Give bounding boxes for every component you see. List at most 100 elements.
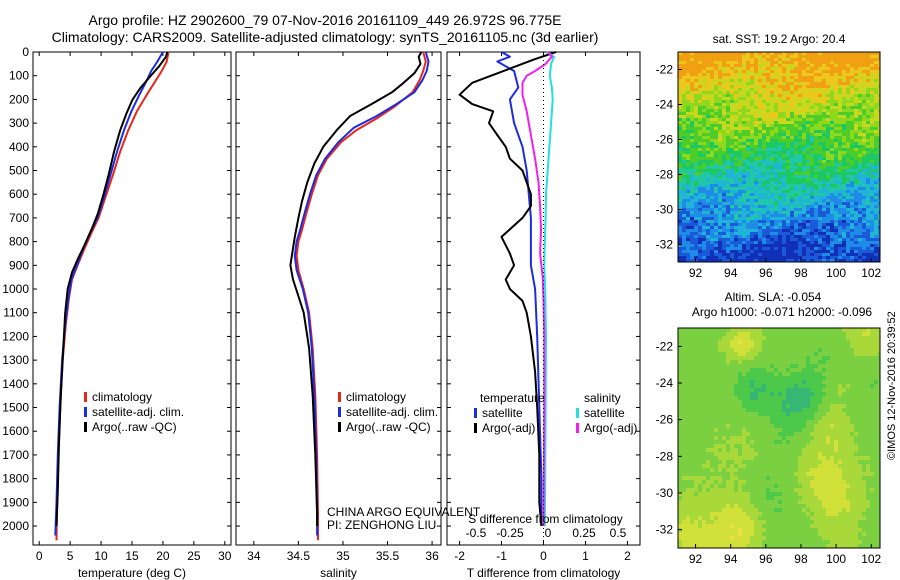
heatmap-cell (742, 163, 746, 166)
heatmap-cell (698, 187, 702, 190)
heatmap-cell (790, 259, 794, 262)
heatmap-cell (798, 166, 802, 169)
heatmap-cell (806, 408, 810, 412)
heatmap-cell (698, 336, 702, 340)
heatmap-cell (790, 70, 794, 73)
heatmap-cell (774, 127, 778, 130)
heatmap-cell (722, 178, 726, 181)
heatmap-cell (746, 85, 750, 88)
heatmap-cell (718, 136, 722, 139)
heatmap-cell (706, 130, 710, 133)
heatmap-cell (706, 73, 710, 76)
heatmap-cell (830, 205, 834, 208)
heatmap-cell (846, 142, 850, 145)
heatmap-cell (822, 85, 826, 88)
heatmap-cell (730, 124, 734, 127)
heatmap-cell (706, 202, 710, 205)
heatmap-cell (838, 376, 842, 380)
heatmap-cell (806, 97, 810, 100)
heatmap-cell (870, 55, 874, 58)
heatmap-cell (814, 181, 818, 184)
heatmap-cell (794, 196, 798, 199)
heatmap-cell (878, 184, 880, 187)
heatmap-cell (742, 184, 746, 187)
heatmap-cell (866, 232, 870, 235)
heatmap-cell (866, 214, 870, 217)
heatmap-cell (718, 67, 722, 70)
heatmap-cell (802, 163, 806, 166)
heatmap-cell (686, 172, 690, 175)
heatmap-cell (878, 145, 880, 148)
heatmap-cell (762, 67, 766, 70)
heatmap-cell (846, 244, 850, 247)
heatmap-cell (862, 244, 866, 247)
heatmap-cell (842, 88, 846, 91)
heatmap-cell (806, 368, 810, 372)
heatmap-cell (762, 94, 766, 97)
heatmap-cell (798, 73, 802, 76)
heatmap-cell (786, 384, 790, 388)
heatmap-cell (698, 202, 702, 205)
heatmap-cell (802, 340, 806, 344)
heatmap-cell (690, 193, 694, 196)
heatmap-cell (814, 112, 818, 115)
heatmap-cell (758, 217, 762, 220)
heatmap-cell (706, 139, 710, 142)
heatmap-cell (874, 97, 878, 100)
heatmap-cell (802, 196, 806, 199)
heatmap-cell (850, 73, 854, 76)
heatmap-cell (750, 103, 754, 106)
heatmap-cell (830, 112, 834, 115)
heatmap-cell (718, 344, 722, 348)
heatmap-cell (746, 384, 750, 388)
heatmap-cell (802, 356, 806, 360)
heatmap-cell (742, 115, 746, 118)
heatmap-cell (698, 416, 702, 420)
heatmap-cell (698, 244, 702, 247)
heatmap-cell (834, 202, 838, 205)
heatmap-cell (830, 211, 834, 214)
heatmap-cell (714, 76, 718, 79)
heatmap-cell (774, 55, 778, 58)
heatmap-cell (714, 250, 718, 253)
heatmap-cell (726, 226, 730, 229)
heatmap-cell (822, 360, 826, 364)
heatmap-cell (858, 70, 862, 73)
heatmap-cell (838, 247, 842, 250)
heatmap-cell (878, 223, 880, 226)
heatmap-cell (698, 178, 702, 181)
heatmap-cell (830, 202, 834, 205)
heatmap-cell (822, 136, 826, 139)
heatmap-cell (754, 109, 758, 112)
heatmap-cell (878, 85, 880, 88)
heatmap-cell (806, 396, 810, 400)
heatmap-cell (734, 79, 738, 82)
heatmap-cell (790, 196, 794, 199)
heatmap-cell (810, 121, 814, 124)
heatmap-cell (706, 166, 710, 169)
heatmap-cell (710, 229, 714, 232)
heatmap-cell (742, 76, 746, 79)
heatmap-cell (754, 67, 758, 70)
heatmap-cell (802, 166, 806, 169)
heatmap-cell (766, 226, 770, 229)
heatmap-cell (802, 250, 806, 253)
heatmap-cell (790, 115, 794, 118)
heatmap-cell (806, 88, 810, 91)
heatmap-cell (698, 408, 702, 412)
heatmap-cell (798, 217, 802, 220)
heatmap-cell (734, 238, 738, 241)
heatmap-cell (782, 172, 786, 175)
heatmap-cell (790, 100, 794, 103)
heatmap-cell (762, 97, 766, 100)
heatmap-cell (834, 136, 838, 139)
heatmap-cell (698, 142, 702, 145)
heatmap-cell (838, 372, 842, 376)
heatmap-cell (810, 247, 814, 250)
heatmap-cell (718, 229, 722, 232)
heatmap-cell (734, 118, 738, 121)
heatmap-cell (794, 139, 798, 142)
heatmap-cell (814, 178, 818, 181)
heatmap-cell (686, 148, 690, 151)
heatmap-cell (830, 396, 834, 400)
